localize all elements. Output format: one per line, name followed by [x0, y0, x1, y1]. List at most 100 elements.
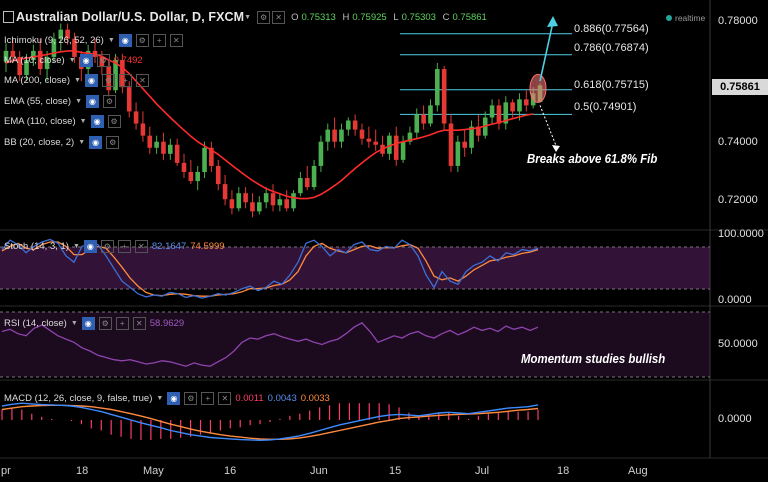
- chevron-down-icon[interactable]: ▼: [244, 13, 252, 21]
- price-tick: 0.78000: [718, 15, 758, 27]
- close-label: C: [442, 11, 450, 23]
- candle-body: [441, 69, 447, 124]
- close-icon[interactable]: ✕: [134, 240, 148, 253]
- eye-icon[interactable]: ◉: [89, 136, 103, 149]
- candle-body: [407, 132, 413, 142]
- last-price-tag: 0.75861: [712, 79, 768, 95]
- eye-icon[interactable]: ◉: [79, 54, 93, 67]
- indicator-ichimoku[interactable]: Ichimoku (9, 26, 52, 26) ▼ ◉ ⚙ + ✕: [4, 34, 183, 47]
- fib-label: 0.886(0.77564): [574, 23, 649, 35]
- indicator-bb[interactable]: BB (20, close, 2) ▼ ◉ ⚙: [4, 136, 120, 149]
- add-icon[interactable]: +: [201, 392, 215, 405]
- eye-icon[interactable]: ◉: [84, 74, 98, 87]
- candle-body: [469, 126, 474, 148]
- arrow-head-icon: [547, 16, 558, 27]
- close-icon[interactable]: ✕: [132, 317, 146, 330]
- candle-body: [291, 193, 296, 209]
- close-icon[interactable]: ✕: [218, 392, 232, 405]
- eye-icon[interactable]: ◉: [167, 392, 181, 405]
- indicator-ma200[interactable]: MA (200, close) ▼ ◉ ⚙ + ✕: [4, 74, 149, 87]
- candle-body: [113, 59, 118, 91]
- candle-body: [229, 199, 235, 209]
- settings-icon[interactable]: ⚙: [101, 74, 115, 87]
- candle-body: [58, 29, 64, 39]
- eye-icon[interactable]: ◉: [118, 34, 132, 47]
- eye-icon[interactable]: ◉: [81, 317, 95, 330]
- x-tick: 18: [557, 465, 570, 477]
- candle-body: [435, 69, 440, 106]
- candle-body: [133, 111, 139, 124]
- eye-icon[interactable]: ◉: [86, 95, 99, 108]
- settings-icon[interactable]: ⚙: [106, 136, 120, 149]
- add-icon[interactable]: +: [117, 240, 131, 253]
- candle-body: [524, 99, 529, 106]
- settings-icon[interactable]: ⚙: [100, 240, 114, 253]
- fib-label: 0.618(0.75715): [574, 79, 649, 91]
- candle-body: [366, 138, 372, 142]
- candle-body: [168, 144, 173, 154]
- x-tick: Jun: [310, 465, 328, 477]
- fib-retracement-lines: [400, 33, 572, 115]
- candle-body: [209, 147, 214, 166]
- candle-body: [37, 50, 43, 70]
- settings-icon[interactable]: ⚙: [107, 115, 121, 128]
- add-icon[interactable]: +: [152, 34, 166, 47]
- add-icon[interactable]: +: [115, 317, 129, 330]
- annotation-pointer-line: [539, 105, 558, 149]
- close-icon[interactable]: ✕: [272, 10, 286, 24]
- close-value: 0.75861: [452, 11, 487, 23]
- trend-arrow-line: [539, 21, 554, 82]
- settings-icon[interactable]: ⚙: [135, 34, 149, 47]
- add-icon[interactable]: +: [118, 74, 132, 87]
- settings-icon[interactable]: ⚙: [184, 392, 198, 405]
- open-value: 0.75313: [301, 11, 336, 23]
- candle-body: [393, 135, 399, 160]
- close-icon[interactable]: ✕: [169, 34, 183, 47]
- chevron-down-icon: ▼: [70, 320, 78, 327]
- candle-body: [339, 129, 344, 142]
- candle-body: [147, 135, 153, 148]
- momentum-annotation: Momentum studies bullish: [521, 351, 666, 366]
- candle-body: [270, 193, 276, 206]
- candle-body: [263, 193, 269, 203]
- rsi-axis-tick: 50.0000: [718, 338, 758, 350]
- indicator-label: EMA (55, close): [4, 96, 72, 107]
- highlight-ellipse: [529, 73, 547, 103]
- candle-body: [10, 50, 16, 57]
- chevron-down-icon: ▼: [74, 77, 81, 84]
- indicator-ema55[interactable]: EMA (55, close) ▼ ◉ ⚙: [4, 95, 116, 108]
- stoch-legend[interactable]: Stoch (14, 3, 1) ▼ ◉ ⚙ + ✕ 82.1647 74.59…: [4, 240, 225, 253]
- x-tick: 15: [389, 465, 402, 477]
- close-icon[interactable]: ✕: [135, 74, 149, 87]
- indicator-ema110[interactable]: EMA (110, close) ▼ ◉ ⚙: [4, 115, 121, 128]
- candle-body: [373, 141, 378, 145]
- high-label: H: [342, 11, 350, 23]
- breakout-annotation: Breaks above 61.8% Fib: [527, 151, 658, 166]
- candle-body: [188, 171, 194, 182]
- rsi-legend[interactable]: RSI (14, close) ▼ ◉ ⚙ + ✕ 58.9629: [4, 317, 184, 330]
- chart-overlays: [529, 16, 560, 152]
- symbol-title[interactable]: Australian Dollar/U.S. Dollar, D, FXCM: [16, 10, 245, 24]
- settings-icon[interactable]: ⚙: [257, 10, 271, 24]
- chevron-down-icon: ▼: [72, 243, 80, 250]
- x-tick: 18: [76, 465, 89, 477]
- macd-legend[interactable]: MACD (12, 26, close, 9, false, true) ▼ ◉…: [4, 392, 330, 405]
- indicator-label: EMA (110, close): [4, 116, 76, 127]
- eye-icon[interactable]: ◉: [83, 240, 97, 253]
- indicator-label: Ichimoku (9, 26, 52, 26): [4, 35, 104, 46]
- candle-body: [359, 129, 365, 139]
- settings-icon[interactable]: ⚙: [98, 317, 112, 330]
- indicator-ma10[interactable]: MA (10, close) ▼ ◉ ⚙ 0.7492: [4, 54, 143, 67]
- chevron-down-icon: ▼: [107, 37, 115, 44]
- macd-value: 0.0043: [267, 393, 297, 404]
- settings-icon[interactable]: ⚙: [103, 95, 116, 108]
- menu-icon[interactable]: [3, 11, 14, 23]
- candle-body: [17, 56, 22, 76]
- stoch-label: Stoch (14, 3, 1): [4, 241, 69, 252]
- settings-icon[interactable]: ⚙: [96, 54, 110, 67]
- stoch-d-value: 74.5999: [190, 241, 225, 252]
- candle-body: [222, 184, 228, 200]
- candle-body: [51, 38, 57, 57]
- candle-body: [195, 171, 200, 182]
- eye-icon[interactable]: ◉: [90, 115, 104, 128]
